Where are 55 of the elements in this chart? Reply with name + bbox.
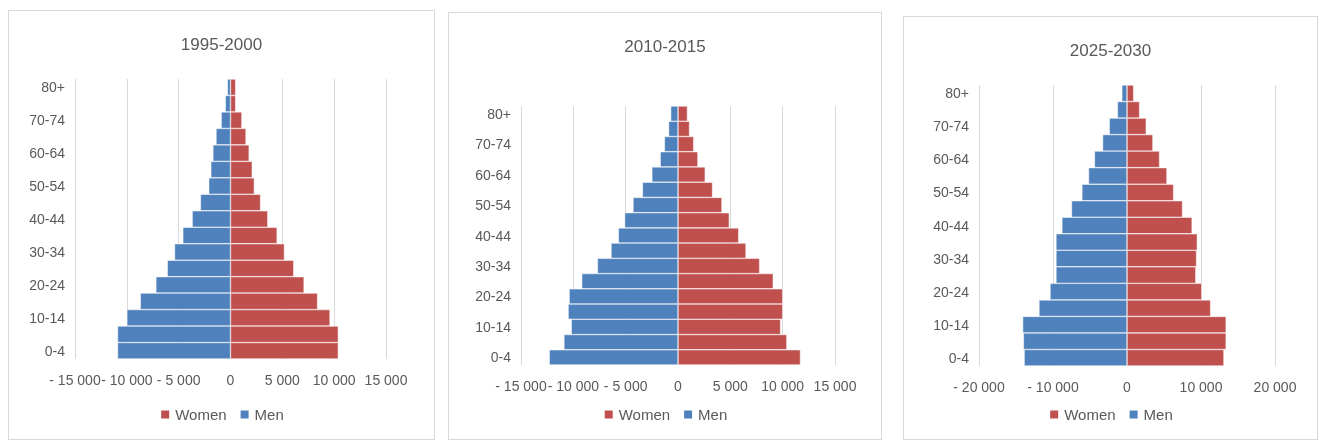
x-tick-label: 5 000 [712,378,749,394]
y-tick-label: 10-14 [933,316,970,333]
x-tick-label: 0 [1123,379,1132,395]
x-tick-label: - 10 000 [547,378,600,394]
y-tick-label: 50-54 [29,178,66,195]
legend-label: Men [254,406,284,423]
legend-label: Men [1143,406,1173,423]
x-tick-label: 0 [226,372,235,388]
y-tick-label: 80+ [487,105,511,122]
y-tick-label: 20-24 [475,288,512,305]
x-tick-label: - 5 000 [156,372,201,388]
y-tick-label: 40-44 [933,217,970,234]
chart-title: 1995-2000 [180,35,263,54]
x-tick-label: 10 000 [1179,379,1223,395]
y-tick-label: 70-74 [29,112,66,129]
y-tick-label: 20-24 [29,276,66,293]
y-tick-label: 20-24 [933,283,970,300]
chart-title: 2025-2030 [1069,41,1152,60]
legend-label: Women [1064,406,1116,423]
legend-label: Women [618,406,671,423]
y-tick-label: 40-44 [29,211,66,227]
y-tick-label: 80+ [41,79,65,96]
x-tick-label: - 10 000 [101,372,153,388]
x-tick-label: 5 000 [264,372,301,388]
x-tick-label: 15 000 [364,372,408,388]
y-tick-label: 80+ [945,85,969,102]
y-tick-label: 10-14 [475,318,512,335]
chart-title: 2010-2015 [624,37,706,56]
x-tick-label: 10 000 [312,372,356,388]
x-tick-label: 10 000 [761,378,805,394]
y-tick-label: 30-34 [29,243,66,260]
x-tick-label: - 5 000 [603,378,648,394]
y-tick-label: 60-64 [933,151,970,168]
legend-label: Men [698,406,728,423]
y-tick-label: 0-4 [948,349,970,366]
x-tick-label: - 10 000 [1027,379,1079,395]
y-tick-label: 60-64 [475,166,512,183]
x-tick-label: - 15 000 [495,378,547,394]
x-tick-label: 20 000 [1253,379,1297,395]
y-tick-label: 60-64 [29,145,66,162]
x-tick-label: 15 000 [813,378,857,394]
y-tick-label: 50-54 [475,197,512,214]
y-tick-label: 70-74 [475,136,512,153]
y-tick-label: 70-74 [933,118,970,135]
y-tick-label: 0-4 [44,342,66,359]
y-tick-label: 0-4 [490,349,512,366]
y-tick-label: 40-44 [475,227,512,244]
y-tick-label: 10-14 [29,309,66,326]
x-tick-label: 0 [674,378,683,394]
y-tick-label: 50-54 [933,184,970,201]
legend-label: Women [175,406,227,423]
y-tick-label: 30-34 [475,257,512,274]
y-tick-label: 30-34 [933,250,970,267]
x-tick-label: - 15 000 [49,372,101,388]
x-tick-label: - 20 000 [953,379,1005,395]
